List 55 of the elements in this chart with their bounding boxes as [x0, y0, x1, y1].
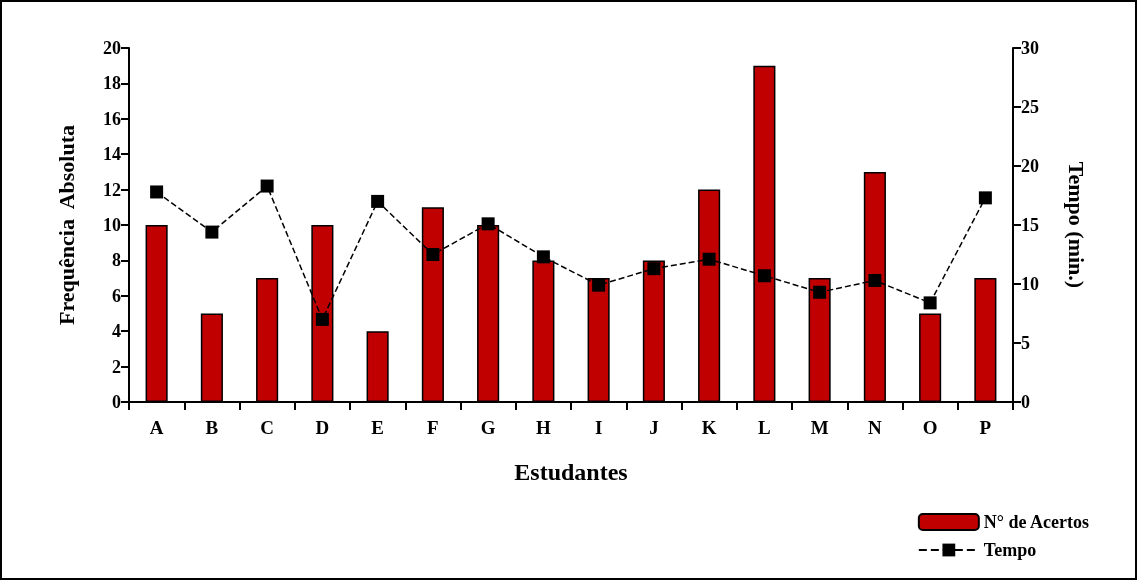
y-tick-label: 10	[103, 215, 121, 235]
point	[702, 252, 716, 266]
y-tick-label: 0	[112, 392, 121, 412]
legend-label: Tempo	[983, 540, 1037, 560]
y2-axis-title: Tempo (min.)	[1063, 161, 1089, 289]
point	[923, 296, 937, 310]
y-tick-label: 16	[103, 108, 121, 129]
point	[868, 273, 882, 287]
point	[757, 269, 771, 283]
y2-tick-label: 5	[1021, 333, 1030, 353]
y2-tick-label: 0	[1021, 392, 1030, 412]
y2-tick-label: 15	[1021, 215, 1039, 235]
point	[978, 191, 992, 205]
x-tick-label: I	[594, 417, 603, 438]
point	[371, 194, 385, 208]
point	[647, 262, 661, 276]
y-tick-label: 18	[103, 73, 121, 94]
x-tick-label: L	[758, 417, 771, 438]
x-tick-label: M	[810, 417, 829, 438]
y-tick-label: 8	[112, 250, 121, 271]
x-tick-label: J	[649, 417, 659, 438]
y-tick-label: 2	[112, 356, 121, 377]
y-tick-label: 4	[112, 321, 121, 342]
point	[426, 248, 440, 261]
y-tick-label: 6	[112, 285, 121, 306]
y2-tick-label: 30	[1021, 38, 1039, 58]
y-axis-title: Frequência Absoluta	[53, 124, 79, 326]
x-tick-label: B	[205, 417, 219, 438]
point	[205, 225, 219, 239]
x-tick-label: D	[315, 417, 330, 438]
y2-tick-label: 20	[1021, 156, 1039, 176]
x-axis-title: Estudantes	[514, 459, 628, 485]
point	[315, 312, 329, 326]
point	[592, 278, 606, 292]
y-tick-label: 14	[103, 144, 121, 165]
x-tick-label: C	[260, 417, 274, 438]
y2-tick-label: 10	[1021, 274, 1039, 294]
y-tick-label: 12	[103, 179, 121, 200]
y-tick-label: 20	[103, 38, 121, 58]
x-tick-label: A	[149, 417, 164, 438]
point	[813, 285, 827, 299]
point	[150, 185, 164, 199]
x-tick-label: O	[922, 417, 938, 438]
x-tick-label: H	[535, 417, 551, 438]
x-tick-label: N	[868, 417, 883, 438]
x-tick-label: E	[371, 417, 384, 438]
x-tick-label: G	[480, 417, 496, 438]
point	[481, 217, 495, 231]
legend-label: N° de Acertos	[983, 512, 1090, 532]
x-tick-label: K	[701, 417, 717, 438]
y2-tick-label: 25	[1021, 97, 1039, 117]
point	[260, 179, 274, 193]
point	[536, 250, 550, 264]
x-tick-label: F	[427, 417, 439, 438]
x-tick-label: P	[979, 417, 992, 438]
